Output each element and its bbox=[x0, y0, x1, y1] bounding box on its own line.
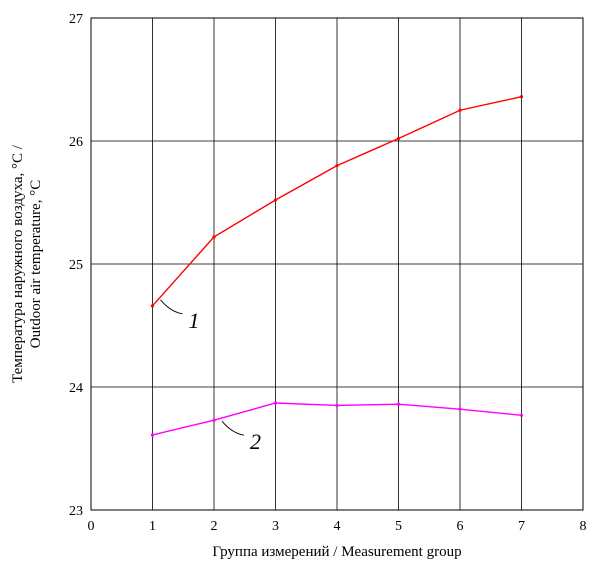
y-tick-label: 26 bbox=[69, 135, 83, 150]
data-point bbox=[458, 108, 462, 112]
y-tick-label: 25 bbox=[69, 258, 83, 273]
data-point bbox=[212, 418, 216, 422]
series-callouts: 12 bbox=[160, 299, 261, 454]
plot-frame bbox=[90, 17, 584, 511]
grid-lines bbox=[91, 18, 583, 510]
data-point bbox=[150, 433, 155, 437]
x-tick-label: 6 bbox=[457, 519, 464, 534]
data-point bbox=[396, 136, 401, 141]
data-point bbox=[519, 413, 524, 417]
x-axis-label: Группа измерений / Measurement group bbox=[212, 544, 461, 560]
x-tick-label: 3 bbox=[272, 519, 279, 534]
data-point bbox=[396, 402, 401, 406]
y-tick-label: 27 bbox=[69, 12, 83, 27]
data-point bbox=[212, 235, 216, 239]
data-point bbox=[458, 407, 462, 411]
data-point bbox=[273, 401, 278, 405]
x-tick-label: 2 bbox=[211, 519, 218, 534]
x-tick-label: 7 bbox=[518, 519, 525, 534]
y-tick-label: 24 bbox=[69, 381, 83, 396]
x-tick-label: 4 bbox=[334, 519, 341, 534]
callout-leader bbox=[160, 299, 183, 315]
x-tick-label: 1 bbox=[149, 519, 156, 534]
y-axis-label: Температура наружного воздуха, °C / Outd… bbox=[10, 144, 44, 383]
data-point bbox=[150, 304, 155, 308]
y-axis-label-line1: Температура наружного воздуха, °C / bbox=[10, 144, 26, 383]
y-axis-label-line2: Outdoor air temperature, °C bbox=[28, 180, 44, 348]
y-tick-label: 23 bbox=[69, 504, 83, 519]
series-callout-label: 2 bbox=[250, 429, 261, 454]
data-point bbox=[519, 95, 524, 99]
data-point bbox=[335, 403, 339, 408]
x-tick-label: 5 bbox=[395, 519, 402, 534]
data-point bbox=[335, 164, 339, 168]
x-tick-label: 8 bbox=[580, 519, 587, 534]
callout-leader bbox=[221, 420, 245, 436]
series-group bbox=[150, 95, 524, 437]
series-callout-label: 1 bbox=[189, 308, 200, 333]
x-tick-label: 0 bbox=[88, 519, 95, 534]
data-point bbox=[273, 198, 278, 202]
